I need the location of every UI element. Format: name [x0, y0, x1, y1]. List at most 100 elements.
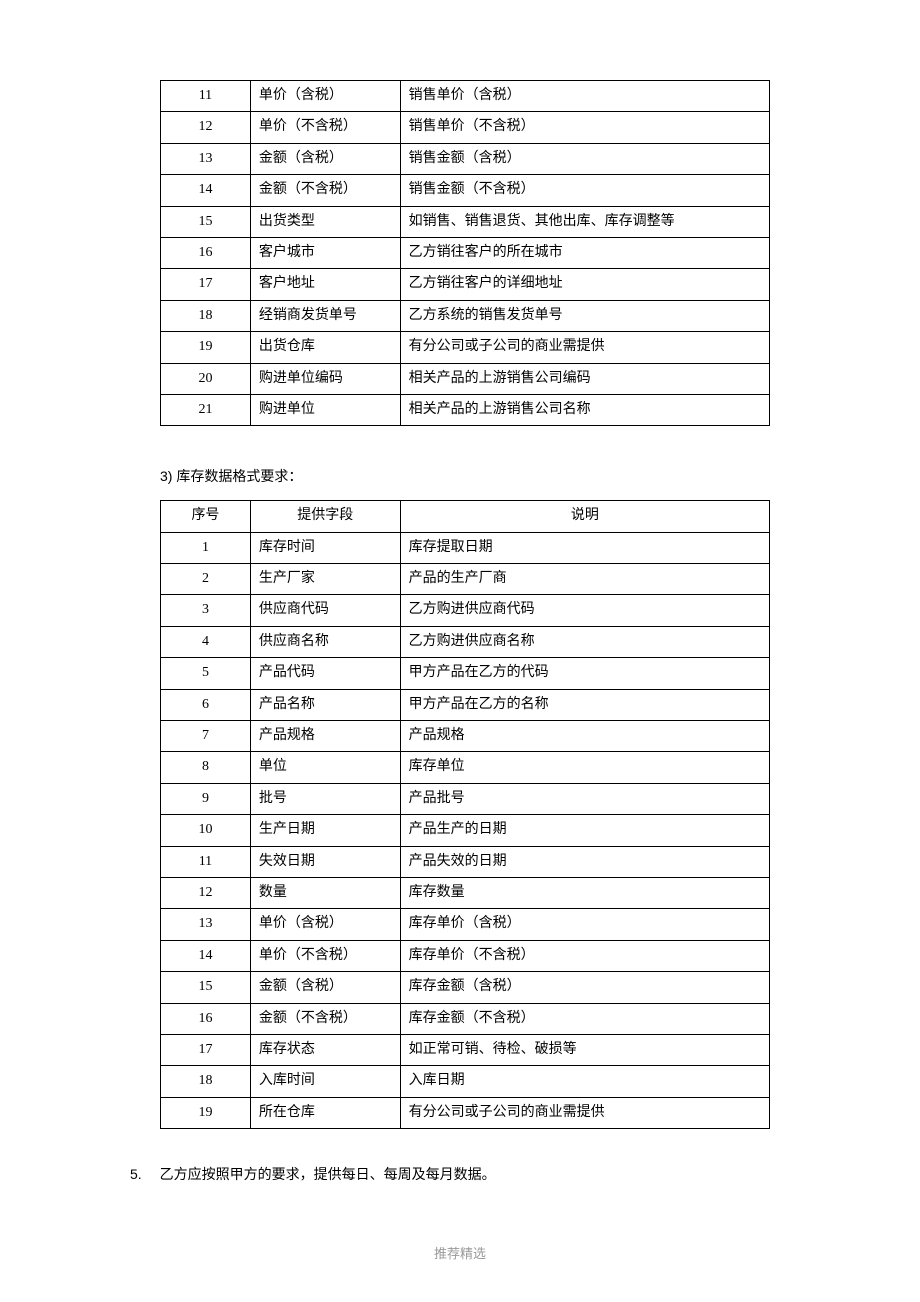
cell-desc: 库存提取日期	[400, 532, 769, 563]
cell-field: 生产厂家	[250, 564, 400, 595]
cell-field: 单位	[250, 752, 400, 783]
cell-seq: 12	[161, 877, 251, 908]
cell-desc: 如销售、销售退货、其他出库、库存调整等	[400, 206, 769, 237]
cell-desc: 乙方销往客户的所在城市	[400, 237, 769, 268]
cell-desc: 入库日期	[400, 1066, 769, 1097]
cell-desc: 库存单位	[400, 752, 769, 783]
cell-desc: 库存单价（不含税）	[400, 940, 769, 971]
cell-field: 经销商发货单号	[250, 300, 400, 331]
cell-seq: 19	[161, 1097, 251, 1128]
cell-seq: 11	[161, 81, 251, 112]
table-row: 12数量库存数量	[161, 877, 770, 908]
cell-field: 产品名称	[250, 689, 400, 720]
cell-field: 生产日期	[250, 815, 400, 846]
cell-field: 供应商名称	[250, 626, 400, 657]
cell-desc: 产品的生产厂商	[400, 564, 769, 595]
cell-seq: 19	[161, 332, 251, 363]
cell-desc: 甲方产品在乙方的代码	[400, 658, 769, 689]
cell-field: 入库时间	[250, 1066, 400, 1097]
table-row: 13金额（含税）销售金额（含税）	[161, 143, 770, 174]
cell-seq: 17	[161, 269, 251, 300]
table-row: 13单价（含税）库存单价（含税）	[161, 909, 770, 940]
cell-field: 单价（含税）	[250, 81, 400, 112]
cell-desc: 如正常可销、待检、破损等	[400, 1034, 769, 1065]
cell-desc: 乙方购进供应商代码	[400, 595, 769, 626]
cell-seq: 8	[161, 752, 251, 783]
header-desc: 说明	[400, 501, 769, 532]
cell-field: 购进单位编码	[250, 363, 400, 394]
table-row: 17客户地址乙方销往客户的详细地址	[161, 269, 770, 300]
table-row: 11失效日期产品失效的日期	[161, 846, 770, 877]
table-row: 9批号产品批号	[161, 783, 770, 814]
cell-desc: 库存金额（含税）	[400, 972, 769, 1003]
cell-seq: 9	[161, 783, 251, 814]
table-row: 5产品代码甲方产品在乙方的代码	[161, 658, 770, 689]
paragraph-5: 5. 乙方应按照甲方的要求，提供每日、每周及每月数据。	[130, 1164, 770, 1184]
section-heading-3: 3) 库存数据格式要求：	[160, 466, 770, 486]
cell-desc: 销售单价（不含税）	[400, 112, 769, 143]
cell-desc: 产品生产的日期	[400, 815, 769, 846]
cell-desc: 库存单价（含税）	[400, 909, 769, 940]
cell-seq: 2	[161, 564, 251, 595]
cell-field: 数量	[250, 877, 400, 908]
cell-field: 单价（含税）	[250, 909, 400, 940]
cell-field: 购进单位	[250, 394, 400, 425]
table-row: 7产品规格产品规格	[161, 721, 770, 752]
table-row: 10生产日期产品生产的日期	[161, 815, 770, 846]
cell-desc: 乙方系统的销售发货单号	[400, 300, 769, 331]
inventory-data-table: 序号 提供字段 说明 1库存时间库存提取日期2生产厂家产品的生产厂商3供应商代码…	[160, 500, 770, 1129]
header-seq: 序号	[161, 501, 251, 532]
cell-field: 金额（不含税）	[250, 1003, 400, 1034]
cell-field: 金额（不含税）	[250, 175, 400, 206]
header-field: 提供字段	[250, 501, 400, 532]
cell-desc: 有分公司或子公司的商业需提供	[400, 1097, 769, 1128]
cell-seq: 6	[161, 689, 251, 720]
cell-seq: 13	[161, 909, 251, 940]
table-row: 14金额（不含税）销售金额（不含税）	[161, 175, 770, 206]
table-row: 8单位库存单位	[161, 752, 770, 783]
table-row: 15金额（含税）库存金额（含税）	[161, 972, 770, 1003]
cell-seq: 21	[161, 394, 251, 425]
table-row: 3供应商代码乙方购进供应商代码	[161, 595, 770, 626]
cell-desc: 乙方销往客户的详细地址	[400, 269, 769, 300]
section-title: 库存数据格式要求：	[176, 468, 302, 484]
table-row: 12单价（不含税）销售单价（不含税）	[161, 112, 770, 143]
cell-seq: 4	[161, 626, 251, 657]
cell-seq: 14	[161, 940, 251, 971]
table-row: 18经销商发货单号乙方系统的销售发货单号	[161, 300, 770, 331]
cell-seq: 14	[161, 175, 251, 206]
cell-desc: 库存数量	[400, 877, 769, 908]
table-header-row: 序号 提供字段 说明	[161, 501, 770, 532]
cell-seq: 16	[161, 237, 251, 268]
cell-field: 金额（含税）	[250, 143, 400, 174]
cell-field: 库存状态	[250, 1034, 400, 1065]
cell-seq: 10	[161, 815, 251, 846]
cell-desc: 甲方产品在乙方的名称	[400, 689, 769, 720]
cell-seq: 16	[161, 1003, 251, 1034]
table-row: 1库存时间库存提取日期	[161, 532, 770, 563]
cell-seq: 11	[161, 846, 251, 877]
cell-field: 供应商代码	[250, 595, 400, 626]
cell-desc: 库存金额（不含税）	[400, 1003, 769, 1034]
cell-desc: 产品失效的日期	[400, 846, 769, 877]
cell-desc: 销售金额（不含税）	[400, 175, 769, 206]
cell-field: 失效日期	[250, 846, 400, 877]
cell-field: 客户城市	[250, 237, 400, 268]
table-row: 2生产厂家产品的生产厂商	[161, 564, 770, 595]
table-row: 19出货仓库有分公司或子公司的商业需提供	[161, 332, 770, 363]
cell-field: 单价（不含税）	[250, 940, 400, 971]
cell-seq: 13	[161, 143, 251, 174]
cell-desc: 有分公司或子公司的商业需提供	[400, 332, 769, 363]
table-row: 4供应商名称乙方购进供应商名称	[161, 626, 770, 657]
cell-desc: 销售金额（含税）	[400, 143, 769, 174]
table-row: 11单价（含税）销售单价（含税）	[161, 81, 770, 112]
cell-field: 出货仓库	[250, 332, 400, 363]
cell-seq: 3	[161, 595, 251, 626]
cell-seq: 1	[161, 532, 251, 563]
page-footer: 推荐精选	[0, 1243, 920, 1262]
cell-seq: 17	[161, 1034, 251, 1065]
cell-desc: 产品批号	[400, 783, 769, 814]
item-number: 5.	[130, 1166, 142, 1182]
table-row: 20购进单位编码相关产品的上游销售公司编码	[161, 363, 770, 394]
cell-desc: 销售单价（含税）	[400, 81, 769, 112]
